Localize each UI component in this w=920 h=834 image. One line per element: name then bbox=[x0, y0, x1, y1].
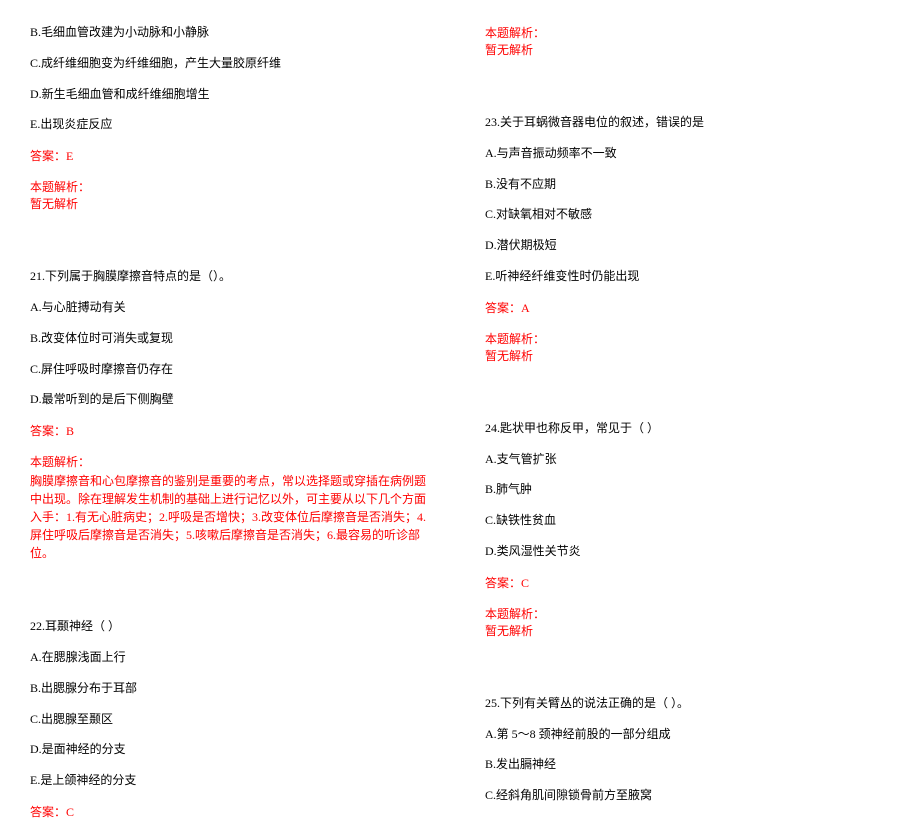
q21-answer: 答案：B bbox=[30, 422, 435, 439]
q24-explain-none: 暂无解析 bbox=[485, 622, 890, 639]
q24-option-b: B.肺气肿 bbox=[485, 481, 890, 498]
q24-answer: 答案：C bbox=[485, 574, 890, 591]
q21-option-d: D.最常听到的是后下侧胸壁 bbox=[30, 391, 435, 408]
q23-explain-label: 本题解析： bbox=[485, 330, 890, 347]
q22-explain-label: 本题解析： bbox=[485, 24, 890, 41]
q23-option-d: D.潜伏期极短 bbox=[485, 237, 890, 254]
q20-explain-label: 本题解析： bbox=[30, 178, 435, 195]
q23-option-a: A.与声音振动频率不一致 bbox=[485, 145, 890, 162]
q21-option-a: A.与心脏搏动有关 bbox=[30, 299, 435, 316]
q21-explain-label: 本题解析： bbox=[30, 453, 435, 470]
q20-option-c: C.成纤维细胞变为纤维细胞，产生大量胶原纤维 bbox=[30, 55, 435, 72]
q24-explain-label: 本题解析： bbox=[485, 605, 890, 622]
q22-option-c: C.出腮腺至颞区 bbox=[30, 711, 435, 728]
q22-option-b: B.出腮腺分布于耳部 bbox=[30, 680, 435, 697]
q22-answer: 答案：C bbox=[30, 803, 435, 820]
q23-option-e: E.听神经纤维变性时仍能出现 bbox=[485, 268, 890, 285]
q21-stem: 21.下列属于胸膜摩擦音特点的是（）。 bbox=[30, 268, 435, 285]
q23-option-b: B.没有不应期 bbox=[485, 176, 890, 193]
q22-option-e: E.是上颌神经的分支 bbox=[30, 772, 435, 789]
q21-option-c: C.屏住呼吸时摩擦音仍存在 bbox=[30, 361, 435, 378]
q25-option-a: A.第 5～8 颈神经前股的一部分组成 bbox=[485, 726, 890, 743]
q23-answer: 答案：A bbox=[485, 299, 890, 316]
q24-stem: 24.匙状甲也称反甲，常见于（ ） bbox=[485, 420, 890, 437]
q21-explain-text: 胸膜摩擦音和心包摩擦音的鉴别是重要的考点，常以选择题或穿插在病例题中出现。除在理… bbox=[30, 472, 435, 562]
q23-explain-none: 暂无解析 bbox=[485, 347, 890, 364]
q21-option-b: B.改变体位时可消失或复现 bbox=[30, 330, 435, 347]
q25-stem: 25.下列有关臂丛的说法正确的是（ ）。 bbox=[485, 695, 890, 712]
q20-explain-none: 暂无解析 bbox=[30, 195, 435, 212]
q25-option-b: B.发出膈神经 bbox=[485, 756, 890, 773]
q22-explain-none: 暂无解析 bbox=[485, 41, 890, 58]
q25-option-c: C.经斜角肌间隙锁骨前方至腋窝 bbox=[485, 787, 890, 804]
q24-option-d: D.类风湿性关节炎 bbox=[485, 543, 890, 560]
q24-option-a: A.支气管扩张 bbox=[485, 451, 890, 468]
q20-option-e: E.出现炎症反应 bbox=[30, 116, 435, 133]
q23-option-c: C.对缺氧相对不敏感 bbox=[485, 206, 890, 223]
q23-stem: 23.关于耳蜗微音器电位的叙述，错误的是 bbox=[485, 114, 890, 131]
q20-option-d: D.新生毛细血管和成纤维细胞增生 bbox=[30, 86, 435, 103]
q22-option-d: D.是面神经的分支 bbox=[30, 741, 435, 758]
q22-option-a: A.在腮腺浅面上行 bbox=[30, 649, 435, 666]
q22-stem: 22.耳颞神经（ ） bbox=[30, 618, 435, 635]
q20-option-b: B.毛细血管改建为小动脉和小静脉 bbox=[30, 24, 435, 41]
q20-answer: 答案：E bbox=[30, 147, 435, 164]
q24-option-c: C.缺铁性贫血 bbox=[485, 512, 890, 529]
